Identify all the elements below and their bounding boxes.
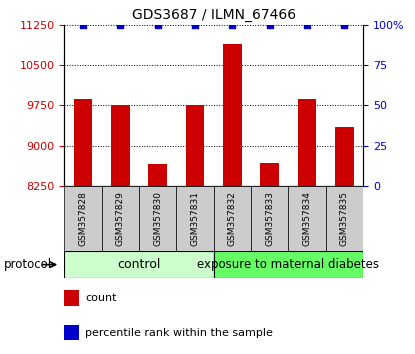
Point (80, 22, 86, 28)
Text: GSM357833: GSM357833 (265, 191, 274, 246)
Bar (149, 164, 167, 186)
Bar (214, 186, 251, 251)
Bar (251, 186, 288, 251)
Bar (186, 105, 205, 186)
Text: GSM357835: GSM357835 (340, 191, 349, 246)
Bar (64, 186, 102, 251)
Point (154, 22, 161, 28)
Bar (223, 44, 242, 186)
Text: GSM357831: GSM357831 (190, 191, 200, 246)
Bar (64, 325, 79, 340)
Bar (64, 251, 214, 278)
Bar (288, 186, 326, 251)
Text: GSM357832: GSM357832 (228, 191, 237, 246)
Text: control: control (117, 258, 161, 271)
Text: protocol: protocol (4, 258, 52, 271)
Bar (335, 127, 354, 186)
Text: count: count (85, 293, 117, 303)
Title: GDS3687 / ILMN_67466: GDS3687 / ILMN_67466 (132, 8, 296, 22)
Bar (111, 105, 130, 186)
Bar (64, 290, 79, 306)
Point (229, 22, 236, 28)
Bar (102, 186, 139, 251)
Point (341, 22, 348, 28)
Text: GSM357830: GSM357830 (153, 191, 162, 246)
Point (304, 22, 310, 28)
Bar (298, 99, 317, 186)
Text: percentile rank within the sample: percentile rank within the sample (85, 327, 273, 337)
Bar (74, 99, 93, 186)
Bar (139, 186, 176, 251)
Bar (326, 186, 363, 251)
Bar (214, 251, 363, 278)
Point (266, 22, 273, 28)
Bar (261, 163, 279, 186)
Text: GSM357828: GSM357828 (78, 191, 88, 246)
Point (117, 22, 124, 28)
Text: GSM357829: GSM357829 (116, 191, 125, 246)
Text: GSM357834: GSM357834 (303, 191, 312, 246)
Point (192, 22, 198, 28)
Bar (176, 186, 214, 251)
Text: exposure to maternal diabetes: exposure to maternal diabetes (198, 258, 379, 271)
